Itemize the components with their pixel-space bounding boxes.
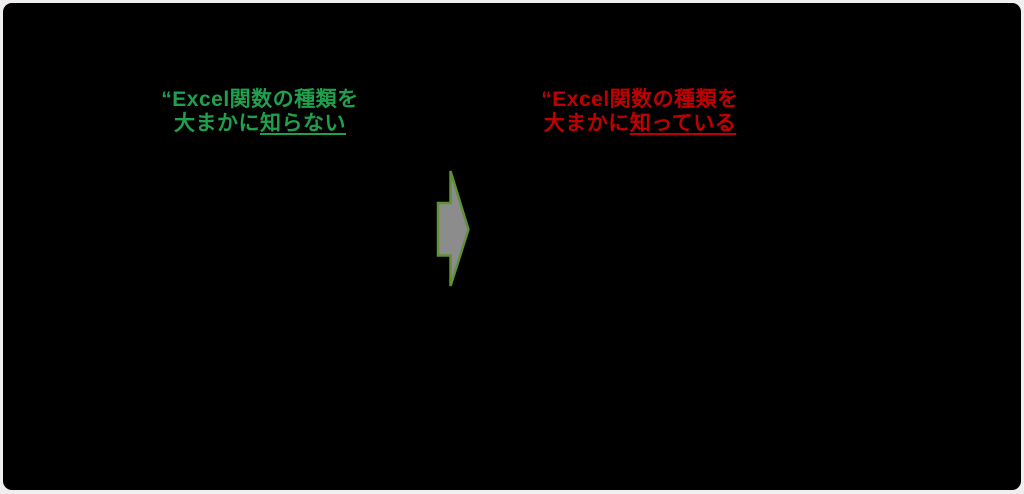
slide-background-panel: “Excel関数の種類を 大まかに知らない “Excel関数の種類を 大まかに知… <box>3 3 1021 490</box>
before-caption-line2-prefix: 大まかに <box>174 112 260 135</box>
after-caption-line2-prefix: 大まかに <box>543 112 630 135</box>
before-caption-line1: “Excel関数の種類を <box>161 88 359 111</box>
after-state-caption: “Excel関数の種類を 大まかに知っている <box>512 88 768 136</box>
before-caption-line2-underlined: 知らない <box>260 112 346 135</box>
right-arrow-shape <box>436 170 470 287</box>
after-caption-line1: “Excel関数の種類を <box>541 88 739 111</box>
after-caption-line2-underlined: 知っている <box>629 112 737 135</box>
transition-right-arrow-icon <box>436 170 470 287</box>
before-state-caption: “Excel関数の種類を 大まかに知らない <box>132 88 388 136</box>
